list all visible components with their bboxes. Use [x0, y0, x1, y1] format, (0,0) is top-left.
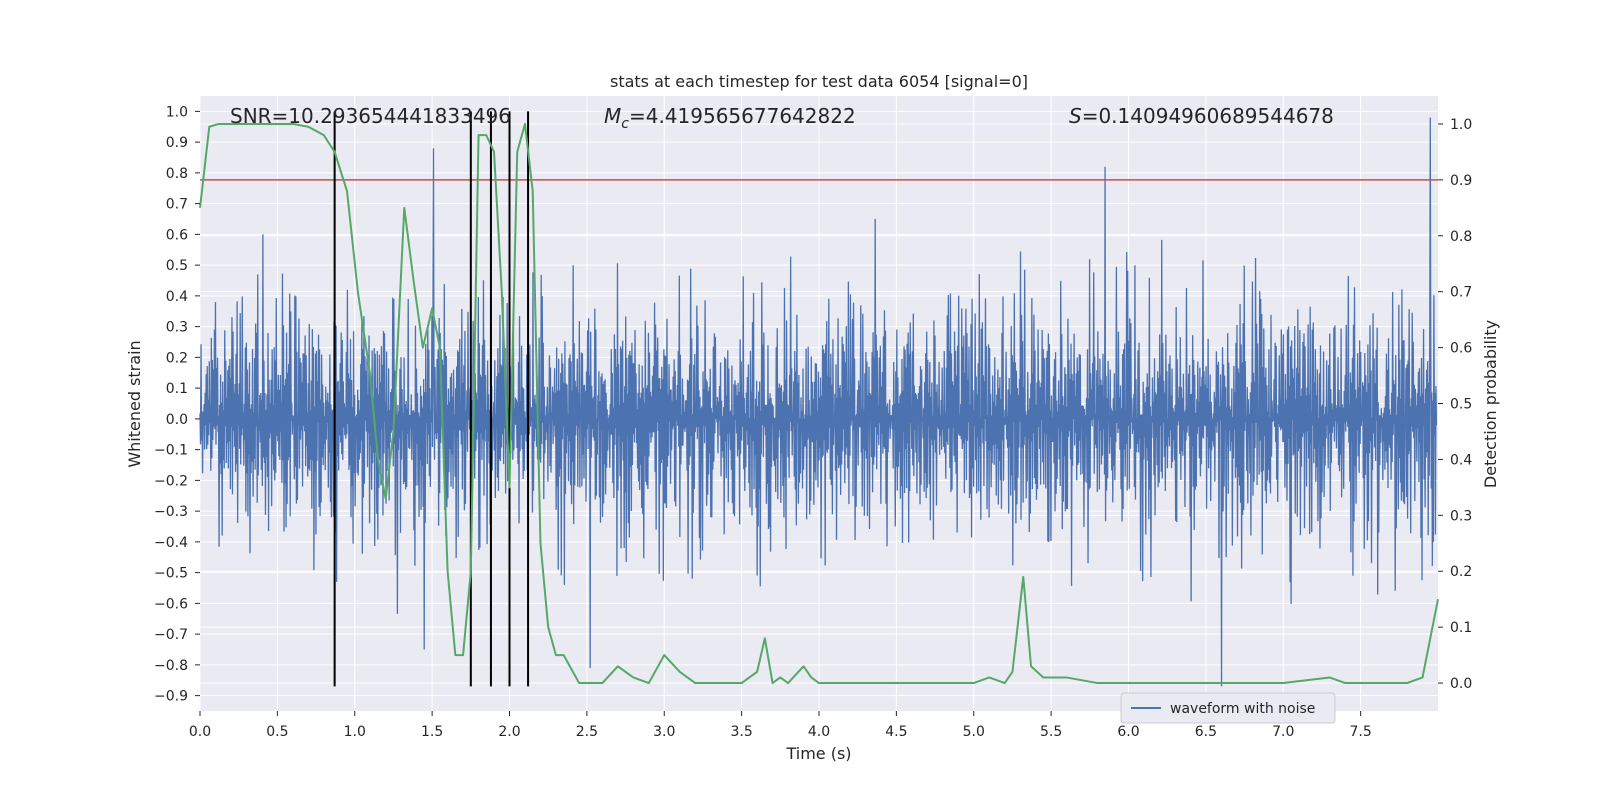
y-right-tick-label: 0.7 — [1450, 285, 1472, 301]
snr-annotation: SNR=10.293654441833496 — [230, 104, 511, 128]
y-right-tick-label: 0.1 — [1450, 620, 1472, 636]
x-tick-label: 7.0 — [1272, 724, 1294, 740]
y-tick-label: −0.3 — [154, 504, 188, 520]
legend-label-waveform: waveform with noise — [1170, 701, 1315, 717]
y-right-tick-label: 0.9 — [1450, 173, 1472, 189]
chirp-mass-value: =4.419565677642822 — [629, 104, 856, 128]
waveform-line — [199, 117, 1438, 687]
y-tick-label: −0.8 — [154, 658, 188, 674]
waveform-series — [199, 117, 1438, 687]
x-tick-label: 5.5 — [1040, 724, 1062, 740]
legend: waveform with noise — [1120, 692, 1336, 724]
y-tick-label: −0.5 — [154, 566, 188, 582]
y-tick-label: 0.1 — [166, 381, 188, 397]
y-right-tick-label: 1.0 — [1450, 117, 1472, 133]
x-tick-label: 5.0 — [963, 724, 985, 740]
y-tick-label: 0.9 — [166, 135, 188, 151]
y-tick-label: 0.8 — [166, 166, 188, 182]
y-tick-label: 0.7 — [166, 197, 188, 213]
probability-series — [199, 122, 1439, 685]
y-axis-right-ticks: 1.0 0.9 0.8 0.7 0.6 0.5 0.4 0.3 0.2 0.1 0.0 — [1438, 117, 1472, 692]
y-tick-label: 0.3 — [166, 320, 188, 336]
x-axis-label: Time (s) — [785, 744, 851, 763]
y-right-tick-label: 0.0 — [1450, 676, 1472, 692]
y-tick-label: −0.2 — [154, 473, 188, 489]
x-tick-label: 2.0 — [498, 724, 520, 740]
y-tick-label: −0.1 — [154, 443, 188, 459]
x-tick-label: 2.5 — [576, 724, 598, 740]
y-axis-right-label: Detection probability — [1481, 320, 1500, 488]
y-axis-label: Whitened strain — [125, 340, 144, 467]
chirp-mass-subscript: c — [621, 116, 629, 132]
y-tick-label: 0.0 — [166, 412, 188, 428]
score-symbol: S — [1069, 104, 1082, 128]
chart-title: stats at each timestep for test data 605… — [610, 72, 1028, 91]
y-right-tick-label: 0.5 — [1450, 397, 1472, 413]
y-right-tick-label: 0.3 — [1450, 508, 1472, 524]
y-tick-label: −0.6 — [154, 596, 188, 612]
x-tick-label: 7.5 — [1349, 724, 1371, 740]
y-right-tick-label: 0.6 — [1450, 341, 1472, 357]
x-tick-label: 6.5 — [1195, 724, 1217, 740]
y-tick-label: 0.2 — [166, 350, 188, 366]
x-tick-label: 1.0 — [344, 724, 366, 740]
y-right-tick-label: 0.8 — [1450, 229, 1472, 245]
y-tick-label: 0.5 — [166, 258, 188, 274]
chirp-mass-annotation: Mc=4.419565677642822 — [604, 104, 856, 132]
y-tick-label: −0.4 — [154, 535, 188, 551]
event-lines — [333, 111, 530, 687]
y-tick-label: −0.7 — [154, 627, 188, 643]
legend-box — [1120, 692, 1336, 724]
y-right-tick-label: 0.4 — [1450, 452, 1472, 468]
score-value: =0.14094960689544678 — [1082, 104, 1334, 128]
x-tick-label: 1.5 — [421, 724, 443, 740]
x-tick-label: 4.5 — [885, 724, 907, 740]
y-tick-label: 0.4 — [166, 289, 188, 305]
y-axis-ticks: 1.0 0.9 0.8 0.7 0.6 0.5 0.4 0.3 0.2 0.1 0.0 −0.1 −0.… — [154, 104, 200, 705]
x-axis-ticks: 0.0 0.5 1.0 1.5 2.0 2.5 3.0 3.5 4.0 4.5 5.0 5.5 6.0 6… — [189, 711, 1372, 740]
chirp-mass-symbol: M — [604, 104, 621, 128]
x-tick-label: 3.5 — [730, 724, 752, 740]
x-tick-label: 4.0 — [808, 724, 830, 740]
y-tick-label: 1.0 — [166, 104, 188, 120]
y-right-tick-label: 0.2 — [1450, 564, 1472, 580]
x-tick-label: 0.0 — [189, 724, 211, 740]
x-tick-label: 6.0 — [1117, 724, 1139, 740]
x-tick-label: 0.5 — [266, 724, 288, 740]
y-tick-label: 0.6 — [166, 227, 188, 243]
probability-line — [199, 122, 1439, 685]
y-tick-label: −0.9 — [154, 689, 188, 705]
score-annotation: S=0.14094960689544678 — [1069, 104, 1334, 128]
x-tick-label: 3.0 — [653, 724, 675, 740]
